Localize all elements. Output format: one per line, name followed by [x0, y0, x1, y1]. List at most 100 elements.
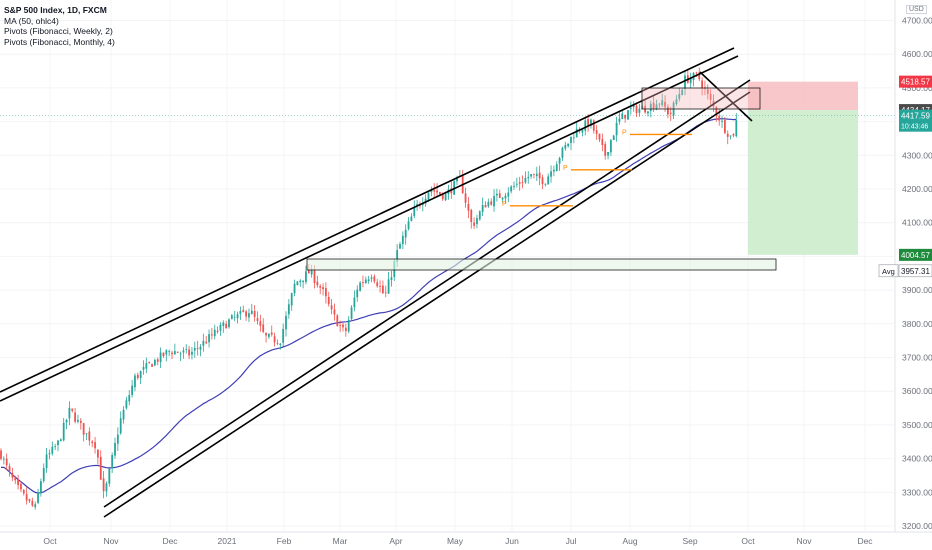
indicator-pivots-monthly[interactable]: Pivots (Fibonacci, Monthly, 4)	[4, 36, 115, 47]
candle-body	[347, 319, 350, 332]
candle-body	[404, 229, 407, 238]
candle-body	[612, 135, 615, 140]
candle-body	[285, 315, 287, 330]
price-tag-label: 4518.57	[901, 78, 930, 87]
candle-body	[97, 449, 99, 458]
x-tick-label: Jun	[505, 536, 519, 546]
candle-body	[108, 468, 111, 484]
candle-body	[222, 322, 225, 327]
candle-body	[498, 193, 501, 199]
x-tick-label: Nov	[103, 536, 119, 546]
time-axis[interactable]: Oct Nov Dec 2021 Feb Mar Apr May Jun Jul Aug Sep Oct…	[43, 536, 873, 546]
candle-body	[387, 279, 390, 294]
candle-body	[28, 499, 31, 501]
candle-body	[535, 173, 538, 177]
candle-body	[256, 318, 259, 321]
candle-body	[42, 467, 45, 482]
candle-body	[134, 375, 136, 388]
y-tick-label: 3400.00	[902, 454, 932, 464]
candle-body	[62, 422, 65, 441]
candle-body	[173, 351, 176, 355]
candle-body	[362, 282, 364, 283]
x-tick-label: Oct	[741, 536, 755, 546]
candle-body	[85, 433, 88, 434]
candle-body	[587, 118, 589, 127]
candle-body	[661, 100, 664, 106]
candle-body	[487, 201, 490, 207]
y-tick-label: 3500.00	[902, 420, 932, 430]
candle-body	[236, 314, 239, 319]
indicator-pivots-weekly[interactable]: Pivots (Fibonacci, Weekly, 2)	[4, 26, 113, 36]
candle-body	[40, 481, 42, 494]
candle-body	[179, 353, 182, 355]
candle-body	[282, 328, 285, 343]
candle-body	[376, 282, 379, 287]
candle-body	[219, 324, 222, 331]
candle-body	[205, 341, 208, 344]
candle-body	[310, 269, 313, 275]
x-tick-label: 2021	[218, 536, 237, 546]
demand-zone-box	[306, 258, 777, 271]
trade-zones	[0, 81, 895, 255]
candle-body	[504, 195, 507, 199]
candle-body	[265, 333, 267, 336]
candle-body	[715, 107, 718, 116]
candle-body	[279, 343, 282, 345]
candle-body	[253, 310, 256, 317]
symbol-title[interactable]: S&P 500 Index, 1D, FXCM	[4, 5, 107, 15]
y-tick-label: 4100.00	[902, 218, 932, 228]
candle-body	[182, 350, 185, 353]
candle-body	[199, 346, 202, 350]
candle-body	[168, 351, 171, 353]
candle-body	[698, 72, 701, 80]
moving-average-line	[0, 118, 737, 494]
candle-body	[541, 177, 544, 184]
candle-body	[57, 440, 59, 446]
candle-body	[307, 269, 310, 274]
candle-body	[695, 72, 698, 74]
candle-body	[584, 120, 587, 131]
candle-body	[624, 114, 627, 119]
candle-body	[467, 203, 470, 211]
take-profit-zone	[748, 110, 858, 255]
y-tick-label: 3800.00	[902, 319, 932, 329]
trendline-drawings	[0, 47, 777, 518]
candle-body	[59, 439, 62, 441]
candle-body	[2, 458, 5, 460]
candle-body	[456, 177, 458, 182]
candle-body	[245, 311, 247, 317]
candle-body	[655, 104, 658, 110]
candle-body	[652, 102, 655, 109]
candle-body	[721, 120, 723, 122]
candle-body	[544, 183, 547, 185]
candle-body	[344, 327, 347, 332]
candle-body	[493, 195, 495, 207]
candle-body	[709, 93, 712, 100]
candle-body	[302, 280, 304, 283]
candle-body	[416, 204, 418, 207]
candle-body	[706, 89, 709, 94]
candle-body	[327, 297, 330, 305]
candle-body	[684, 75, 686, 90]
candle-body	[496, 193, 498, 196]
candle-body	[367, 279, 370, 282]
candle-body	[618, 118, 621, 122]
candle-body	[111, 455, 114, 469]
price-tag-label: 4417.59	[901, 112, 930, 121]
candle-body	[478, 211, 481, 220]
candle-body	[513, 185, 515, 187]
candle-body	[484, 205, 487, 208]
candle-body	[689, 78, 692, 84]
y-tick-label: 3200.00	[902, 521, 932, 531]
currency-label[interactable]: USD	[906, 5, 927, 14]
candle-body	[125, 400, 128, 409]
candle-body	[470, 209, 473, 223]
indicator-ma[interactable]: MA (50, ohlc4)	[4, 15, 59, 26]
candle-body	[259, 321, 262, 326]
candle-body	[675, 99, 678, 105]
candle-body	[196, 347, 199, 349]
candle-body	[290, 293, 293, 306]
candle-body	[507, 192, 510, 197]
x-tick-label: Oct	[43, 536, 57, 546]
